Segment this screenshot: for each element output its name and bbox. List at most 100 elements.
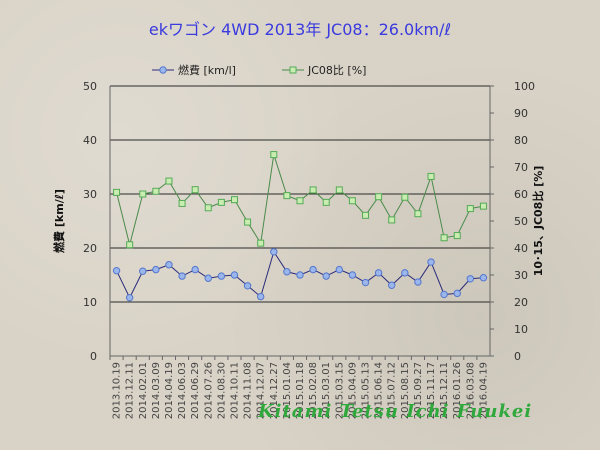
y-right-tick-label: 90 (514, 107, 528, 120)
data-point-jc08-ratio (466, 205, 474, 213)
y-left-tick-label: 50 (83, 80, 97, 93)
data-point-fuel-economy (112, 266, 121, 275)
y-left-tick-label: 40 (83, 134, 97, 147)
data-point-jc08-ratio (322, 198, 330, 206)
data-point-fuel-economy (191, 265, 199, 274)
x-tick-label: 2015.01.18 (295, 362, 306, 419)
data-point-fuel-economy (427, 258, 435, 266)
y-right-tick-label: 40 (514, 242, 528, 255)
data-point-fuel-economy (388, 281, 396, 289)
x-tick-label: 2015.11.17 (426, 362, 437, 419)
data-point-jc08-ratio (178, 199, 186, 207)
y-right-tick-label: 100 (514, 80, 535, 93)
data-point-fuel-economy (217, 272, 226, 280)
x-tick-label: 2014.11.08 (243, 362, 254, 419)
x-tick-label: 2016.03.08 (465, 362, 476, 419)
data-point-fuel-economy (125, 293, 134, 302)
x-tick-label: 2014.12.07 (256, 362, 267, 419)
x-tick-label: 2015.05.13 (361, 362, 372, 419)
data-point-fuel-economy (283, 268, 291, 276)
y-right-tick-label: 20 (514, 296, 528, 309)
data-point-jc08-ratio (388, 216, 396, 224)
data-point-jc08-ratio (230, 196, 238, 204)
data-point-fuel-economy (414, 278, 422, 286)
x-tick-label: 2015.06.14 (374, 362, 385, 419)
y-right-tick-label: 60 (514, 188, 528, 201)
data-point-jc08-ratio (139, 190, 147, 198)
y-left-axis-title: 燃費 [km/ℓ] (52, 189, 66, 254)
data-point-fuel-economy (453, 289, 461, 298)
y-left-tick-label: 20 (83, 242, 97, 255)
data-point-fuel-economy (479, 274, 488, 282)
x-tick-label: 2014.06.03 (177, 362, 188, 419)
data-point-jc08-ratio (427, 172, 435, 180)
axes: 0 10 20 30 40 50 0 10 20 30 40 50 60 70 80 90 100 2013.10… (52, 80, 545, 419)
x-tick-label: 2015.02.08 (308, 362, 319, 419)
legend-label: JC08比 [%] (307, 64, 366, 77)
data-point-fuel-economy (139, 267, 147, 275)
y-right-tick-label: 50 (514, 215, 528, 228)
data-point-jc08-ratio (270, 151, 278, 159)
data-point-jc08-ratio (362, 211, 370, 219)
x-tick-label: 2013.12.11 (125, 362, 136, 419)
y-right-tick-label: 80 (514, 134, 528, 147)
x-tick-label: 2014.06.29 (190, 362, 201, 419)
data-point-jc08-ratio (414, 210, 422, 218)
data-point-fuel-economy (374, 269, 383, 277)
data-point-fuel-economy (165, 261, 173, 269)
x-tick-label: 2014.03.09 (151, 362, 162, 419)
x-tick-label: 2015.08.15 (400, 362, 411, 419)
data-point-fuel-economy (440, 290, 448, 299)
x-tick-label: 2015.12.11 (439, 362, 450, 419)
x-tick-label: 2014.07.26 (203, 362, 214, 419)
data-point-jc08-ratio (348, 197, 356, 205)
x-tick-label: 2016.04.19 (478, 362, 489, 419)
x-tick-label: 2013.10.19 (112, 362, 123, 419)
x-tick-label: 2015.07.12 (387, 362, 398, 419)
data-point-jc08-ratio (126, 241, 134, 249)
y-right-axis-title: 10･15、JC08比 [%] (531, 166, 545, 277)
x-tick-label: 2014.10.11 (229, 362, 240, 419)
data-point-jc08-ratio (309, 186, 317, 194)
data-point-jc08-ratio (244, 218, 252, 226)
legend-label: 燃費 [km/l] (178, 63, 236, 77)
data-point-fuel-economy (322, 272, 330, 280)
x-tick-label: 2014.12.27 (269, 362, 280, 419)
data-point-jc08-ratio (217, 198, 225, 206)
data-point-fuel-economy (309, 265, 317, 274)
legend-marker (159, 66, 167, 74)
data-point-jc08-ratio (165, 177, 173, 185)
data-point-jc08-ratio (440, 234, 448, 242)
series (112, 151, 488, 302)
data-point-jc08-ratio (401, 193, 409, 201)
data-point-jc08-ratio (257, 239, 265, 247)
x-tick-label: 2015.04.09 (347, 362, 358, 419)
x-tick-label: 2015.09.27 (413, 362, 424, 419)
data-point-fuel-economy (335, 265, 344, 274)
y-left-tick-label: 30 (83, 188, 97, 201)
x-tick-label: 2014.08.30 (216, 362, 227, 419)
data-point-jc08-ratio (375, 193, 383, 201)
gridlines (110, 85, 490, 303)
data-point-fuel-economy (178, 272, 186, 280)
x-tick-label: 2015.03.01 (321, 362, 332, 419)
x-tick-label: 2014.02.01 (138, 362, 149, 419)
y-right-tick-label: 10 (514, 323, 528, 336)
legend-marker (289, 66, 297, 74)
y-right-tick-label: 70 (514, 161, 528, 174)
chart-title: ekワゴン 4WD 2013年 JC08：26.0km/ℓ (148, 20, 452, 39)
x-tick-label: 2015.01.04 (282, 362, 293, 419)
data-point-fuel-economy (401, 269, 409, 277)
data-point-fuel-economy (466, 275, 475, 283)
data-point-fuel-economy (348, 271, 357, 279)
y-right-tick-label: 30 (514, 269, 528, 282)
x-tick-label: 2016.01.26 (452, 362, 463, 419)
data-point-fuel-economy (270, 248, 278, 256)
data-point-fuel-economy (152, 265, 160, 274)
data-point-jc08-ratio (335, 186, 343, 194)
data-point-jc08-ratio (283, 192, 291, 200)
x-tick-label: 2014.04.19 (164, 362, 175, 419)
data-point-jc08-ratio (113, 188, 121, 196)
data-point-jc08-ratio (204, 204, 212, 212)
